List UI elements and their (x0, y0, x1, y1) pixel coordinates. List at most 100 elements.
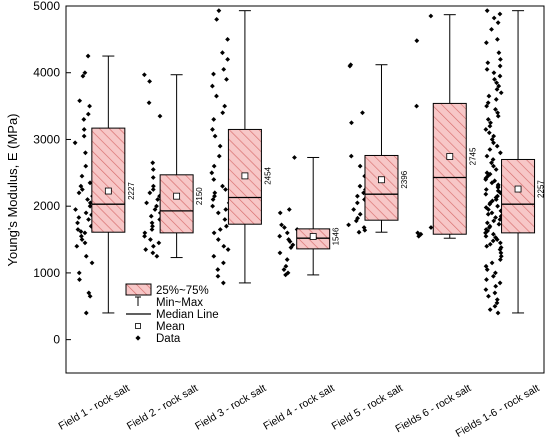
data-point (209, 170, 215, 176)
box-2: 2150 (141, 72, 204, 259)
data-point (498, 250, 504, 256)
data-point (78, 229, 84, 234)
diamond-icon (135, 335, 141, 341)
data-point (492, 290, 498, 296)
data-point (74, 243, 80, 249)
data-point (211, 71, 216, 77)
data-point (82, 240, 88, 246)
data-point (283, 263, 289, 269)
data-point (290, 242, 296, 248)
data-point (150, 223, 155, 229)
data-point (148, 237, 153, 242)
data-point (497, 240, 503, 246)
data-point (353, 218, 359, 224)
data-point (210, 127, 215, 132)
legend-label: 25%~75% (156, 285, 209, 297)
data-point (216, 153, 222, 159)
data-point (142, 233, 147, 239)
data-point (357, 211, 363, 217)
data-point (487, 123, 493, 129)
iqr-box (501, 158, 536, 234)
iqr-box (432, 102, 467, 235)
category-label: Field 4 - rock salt (261, 382, 336, 432)
data-point (217, 143, 223, 149)
data-point (79, 173, 85, 179)
data-point (211, 253, 217, 259)
data-point (225, 247, 231, 252)
data-point (85, 111, 91, 117)
data-point (81, 117, 87, 122)
data-point (286, 207, 292, 212)
y-tick-label: 2000 (33, 199, 60, 213)
data-point (86, 217, 91, 222)
data-point (87, 180, 93, 186)
data-point (497, 11, 503, 17)
data-point (73, 207, 78, 212)
data-point (87, 293, 93, 299)
data-point (85, 53, 91, 59)
data-point (81, 127, 87, 132)
data-point (211, 117, 217, 122)
data-point (79, 237, 85, 242)
data-point (154, 253, 160, 259)
data-point (83, 310, 89, 316)
data-point (487, 241, 493, 247)
mean-marker (378, 176, 385, 184)
data-point (223, 187, 228, 192)
data-point (487, 225, 492, 230)
legend-label: Median Line (156, 309, 219, 321)
data-point (490, 157, 496, 162)
data-point (489, 260, 495, 266)
data-point (487, 201, 493, 207)
data-point (498, 56, 503, 62)
data-point (493, 215, 498, 220)
data-point (483, 191, 489, 197)
y-tick-label: 1000 (33, 266, 60, 280)
y-tick-label: 5000 (33, 0, 60, 13)
data-point (493, 97, 499, 102)
data-point (486, 293, 491, 299)
data-point (357, 183, 363, 189)
data-point (83, 150, 88, 156)
data-point (496, 221, 502, 227)
data-point (497, 150, 503, 156)
data-point (220, 280, 226, 286)
data-point (351, 207, 357, 212)
data-point (496, 83, 502, 89)
data-point (277, 233, 283, 239)
data-point (83, 210, 89, 216)
data-point (221, 66, 227, 72)
data-point (349, 120, 354, 126)
mean-marker (104, 187, 112, 195)
data-point (281, 267, 287, 272)
data-point (484, 8, 490, 14)
data-point (491, 163, 496, 169)
data-point (347, 63, 353, 69)
data-point (88, 223, 94, 229)
data-point (85, 197, 90, 202)
data-point (211, 230, 217, 236)
data-point (428, 225, 434, 230)
data-point (484, 267, 490, 272)
data-point (79, 187, 85, 192)
data-point (222, 103, 228, 109)
data-point (416, 233, 422, 239)
data-point (288, 245, 294, 250)
data-point (87, 103, 92, 109)
data-point (80, 73, 86, 79)
data-point (485, 173, 491, 179)
mean-value-label: 2396 (400, 170, 409, 188)
box-6: 2745 (414, 13, 477, 239)
data-point (495, 113, 501, 119)
data-point (494, 80, 499, 86)
data-point (346, 222, 352, 228)
data-point (150, 167, 156, 172)
data-point (284, 230, 290, 236)
data-point (354, 193, 360, 199)
data-point (497, 257, 503, 262)
data-point (147, 190, 153, 196)
data-point (494, 237, 500, 242)
data-point (154, 203, 159, 209)
data-point (496, 50, 502, 56)
